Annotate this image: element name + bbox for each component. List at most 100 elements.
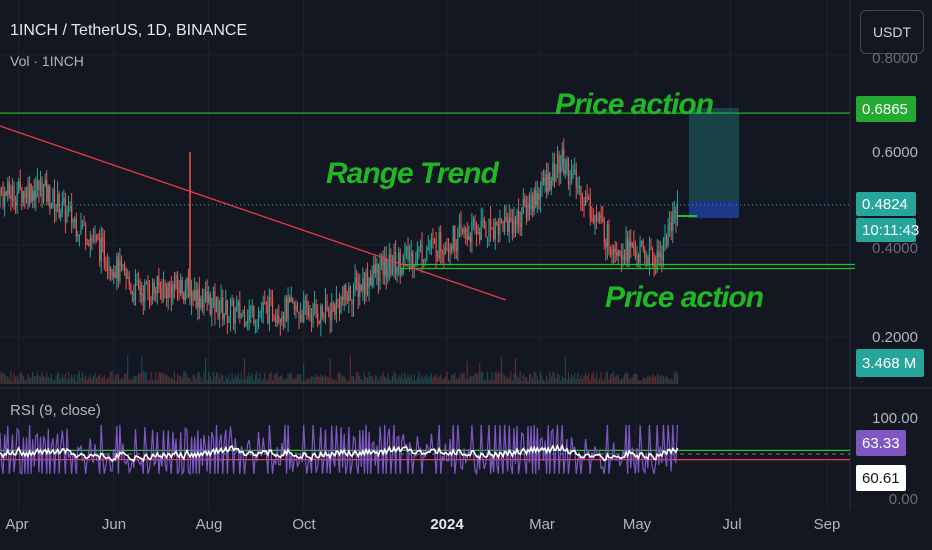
volume-bar — [211, 380, 213, 384]
candle-body — [572, 170, 574, 173]
candle-body — [346, 297, 348, 301]
candle-body — [393, 252, 395, 268]
candle-body — [530, 196, 532, 210]
candle-body — [356, 277, 358, 283]
volume-bar — [494, 371, 496, 384]
volume-bar — [491, 371, 493, 384]
price-tick-0600: 0.6000 — [872, 144, 918, 161]
candle-body — [209, 294, 211, 315]
candle-body — [304, 300, 306, 303]
volume-bar — [438, 376, 440, 384]
volume-bar — [606, 371, 608, 384]
candle-body — [480, 220, 482, 240]
candle-body — [485, 228, 487, 238]
candle-body — [22, 191, 24, 203]
volume-bar — [24, 379, 26, 384]
volume-bar — [181, 378, 183, 384]
volume-bar — [555, 378, 557, 384]
candle-body — [542, 177, 545, 186]
symbol-title[interactable]: 1INCH / TetherUS, 1D, BINANCE — [10, 22, 248, 39]
volume-bar — [180, 375, 182, 384]
candle-body — [373, 264, 375, 275]
volume-bar — [208, 371, 210, 384]
volume-bar — [404, 371, 406, 384]
volume-bar — [402, 379, 404, 384]
candle-body — [296, 305, 299, 312]
volume-bar — [95, 378, 98, 384]
candle-body — [483, 219, 485, 229]
candle-body — [134, 282, 137, 301]
candle-body — [329, 310, 331, 321]
volume-bar — [198, 372, 200, 384]
volume-bar — [430, 373, 432, 384]
price-tick-0800: 0.8000 — [872, 50, 918, 67]
volume-bar — [49, 378, 51, 384]
volume-bar — [628, 378, 630, 384]
candle-body — [471, 221, 473, 243]
candle-body — [292, 298, 294, 304]
volume-bar — [488, 379, 490, 384]
volume-bar — [39, 376, 42, 384]
candle-body — [290, 298, 292, 303]
volume-bar — [254, 374, 257, 384]
candle-body — [250, 308, 252, 310]
candle-body — [86, 243, 88, 245]
volume-bar — [412, 380, 414, 384]
currency-button[interactable]: USDT — [860, 10, 924, 54]
volume-bar — [5, 376, 7, 384]
volume-bar — [530, 374, 532, 384]
candle-body — [432, 238, 434, 240]
volume-bar — [583, 375, 585, 384]
volume-bar — [550, 376, 552, 384]
candle-body — [337, 299, 339, 302]
candle-body — [613, 248, 615, 255]
volume-bar — [613, 371, 615, 384]
volume-bar — [111, 371, 113, 384]
candle-body — [379, 264, 381, 283]
candle-body — [5, 191, 7, 196]
volume-bar — [410, 374, 412, 384]
candle-body — [374, 264, 376, 274]
price-tick-0200: 0.2000 — [872, 329, 918, 346]
volume-bar — [463, 372, 465, 384]
candle-body — [416, 249, 418, 262]
volume-bar — [77, 374, 79, 384]
volume-bar — [247, 375, 249, 384]
candle-body — [401, 269, 403, 275]
volume-bar — [627, 372, 629, 384]
volume-indicator-label[interactable]: Vol · 1INCH — [10, 53, 84, 69]
volume-bar — [18, 379, 20, 384]
candle-body — [0, 190, 1, 207]
volume-bar — [206, 380, 208, 384]
candle-body — [265, 303, 267, 305]
volume-bar — [194, 374, 196, 384]
candle-body — [586, 196, 588, 198]
candle-body — [334, 304, 336, 316]
volume-bar — [225, 376, 227, 384]
volume-bar — [236, 377, 238, 384]
candle-body — [89, 237, 91, 246]
volume-bar — [365, 377, 367, 384]
volume-bar — [184, 371, 186, 384]
candle-body — [181, 279, 183, 295]
volume-bar — [155, 372, 157, 384]
candle-body — [106, 266, 109, 271]
volume-bar — [368, 371, 370, 384]
candle-body — [273, 318, 275, 321]
rsi-indicator-label[interactable]: RSI (9, close) — [10, 402, 101, 419]
volume-bar — [609, 374, 612, 384]
volume-bar — [653, 375, 655, 384]
volume-bar — [130, 379, 132, 384]
volume-bar — [125, 373, 127, 384]
volume-bar — [502, 373, 504, 384]
candle-body — [502, 220, 504, 233]
volume-bar — [532, 378, 534, 384]
candle-body — [192, 291, 194, 300]
volume-bar — [282, 380, 285, 384]
candle-body — [667, 224, 669, 245]
candle-body — [424, 258, 426, 260]
candle-body — [648, 247, 651, 266]
volume-bar — [483, 379, 485, 384]
candle-body — [38, 180, 40, 190]
